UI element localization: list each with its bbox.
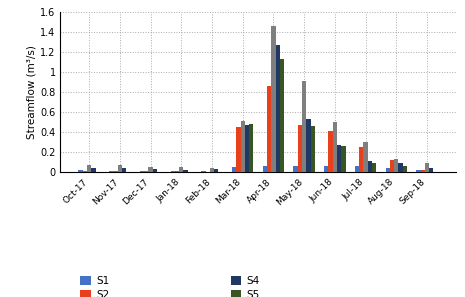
Bar: [83, 171, 87, 172]
Bar: [122, 168, 126, 172]
Bar: [328, 131, 332, 172]
Bar: [249, 124, 253, 172]
Bar: [311, 126, 315, 172]
Bar: [171, 171, 175, 172]
Bar: [236, 127, 240, 172]
Bar: [416, 170, 420, 172]
Bar: [324, 166, 328, 172]
Bar: [425, 163, 429, 172]
Bar: [201, 171, 206, 172]
Bar: [420, 170, 425, 172]
Bar: [179, 167, 184, 172]
Bar: [368, 161, 372, 172]
Legend: S4, S5: S4, S5: [226, 272, 264, 297]
Bar: [298, 125, 302, 172]
Bar: [302, 81, 306, 172]
Bar: [245, 125, 249, 172]
Bar: [280, 59, 284, 172]
Bar: [306, 119, 311, 172]
Bar: [399, 163, 403, 172]
Bar: [394, 159, 399, 172]
Bar: [359, 147, 364, 172]
Bar: [79, 170, 83, 172]
Bar: [144, 171, 148, 172]
Bar: [429, 168, 433, 172]
Bar: [271, 26, 276, 172]
Bar: [385, 168, 390, 172]
Bar: [337, 145, 341, 172]
Bar: [232, 167, 236, 172]
Bar: [276, 45, 280, 172]
Bar: [263, 166, 267, 172]
Bar: [403, 166, 407, 172]
Bar: [153, 169, 157, 172]
Bar: [341, 146, 345, 172]
Bar: [113, 171, 118, 172]
Bar: [118, 165, 122, 172]
Bar: [148, 167, 153, 172]
Bar: [364, 142, 368, 172]
Bar: [332, 122, 337, 172]
Bar: [372, 163, 376, 172]
Bar: [210, 168, 214, 172]
Bar: [109, 171, 113, 172]
Bar: [267, 86, 271, 172]
Bar: [390, 160, 394, 172]
Bar: [184, 170, 188, 172]
Bar: [140, 171, 144, 172]
Bar: [293, 166, 298, 172]
Bar: [240, 121, 245, 172]
Bar: [355, 166, 359, 172]
Bar: [91, 168, 96, 172]
Bar: [87, 165, 91, 172]
Bar: [214, 169, 219, 172]
Bar: [175, 171, 179, 172]
Y-axis label: Streamflow (m³/s): Streamflow (m³/s): [26, 45, 36, 139]
